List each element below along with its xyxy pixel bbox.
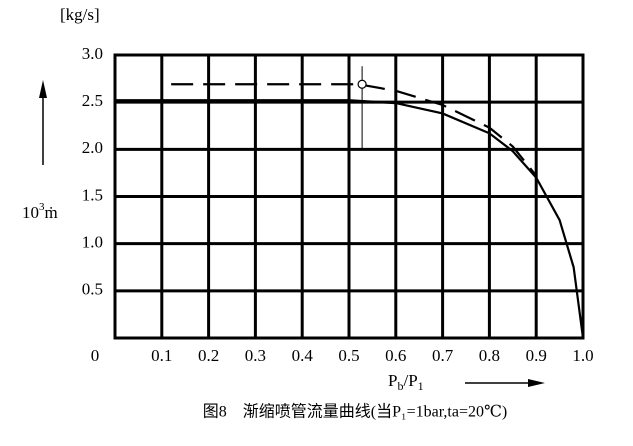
- y-tick-label: 1.5: [82, 185, 103, 204]
- x-label-sub: b: [397, 379, 403, 393]
- line-series: [171, 83, 538, 177]
- caption: 图8 渐缩喷管流量曲线(当P₁=1bar,ta=20℃): [203, 403, 507, 421]
- x-tick-label: 0.1: [151, 346, 172, 365]
- y-label-symbol: ṁ: [45, 203, 58, 222]
- x-tick-label: 0.2: [198, 346, 219, 365]
- y-arrow-head: [39, 80, 47, 98]
- x-tick-label: 0.5: [338, 346, 359, 365]
- critical-point: [357, 79, 367, 89]
- x-tick-label: 0.6: [385, 346, 406, 365]
- x-label: Pb/P1: [388, 371, 424, 393]
- y-label-sup: 3: [39, 201, 45, 213]
- x-tick-label: 0.7: [432, 346, 454, 365]
- y-tick-label: 1.0: [82, 233, 103, 252]
- line-series: [115, 99, 585, 339]
- x-label-p: P: [388, 371, 397, 390]
- x-tick-label: 0.3: [245, 346, 266, 365]
- x-tick-label: 0.8: [479, 346, 500, 365]
- x-tick-label: 0.9: [526, 346, 547, 365]
- y-tick-label: 2.0: [82, 138, 103, 157]
- y-label: 103ṁ: [22, 201, 58, 222]
- x-tick-label: 0.4: [292, 346, 314, 365]
- y-tick-label: 2.5: [82, 91, 103, 110]
- x-label-sub: 1: [418, 379, 424, 393]
- x-tick-label: 0: [91, 346, 100, 365]
- x-arrow-head: [528, 379, 545, 387]
- y-label-base: 10: [22, 203, 39, 222]
- x-tick-label: 1.0: [572, 346, 593, 365]
- unit-label: [kg/s]: [60, 5, 100, 24]
- y-tick-label: 3.0: [82, 44, 103, 63]
- y-tick-label: 0.5: [82, 280, 103, 299]
- x-label-p: /P: [403, 371, 417, 390]
